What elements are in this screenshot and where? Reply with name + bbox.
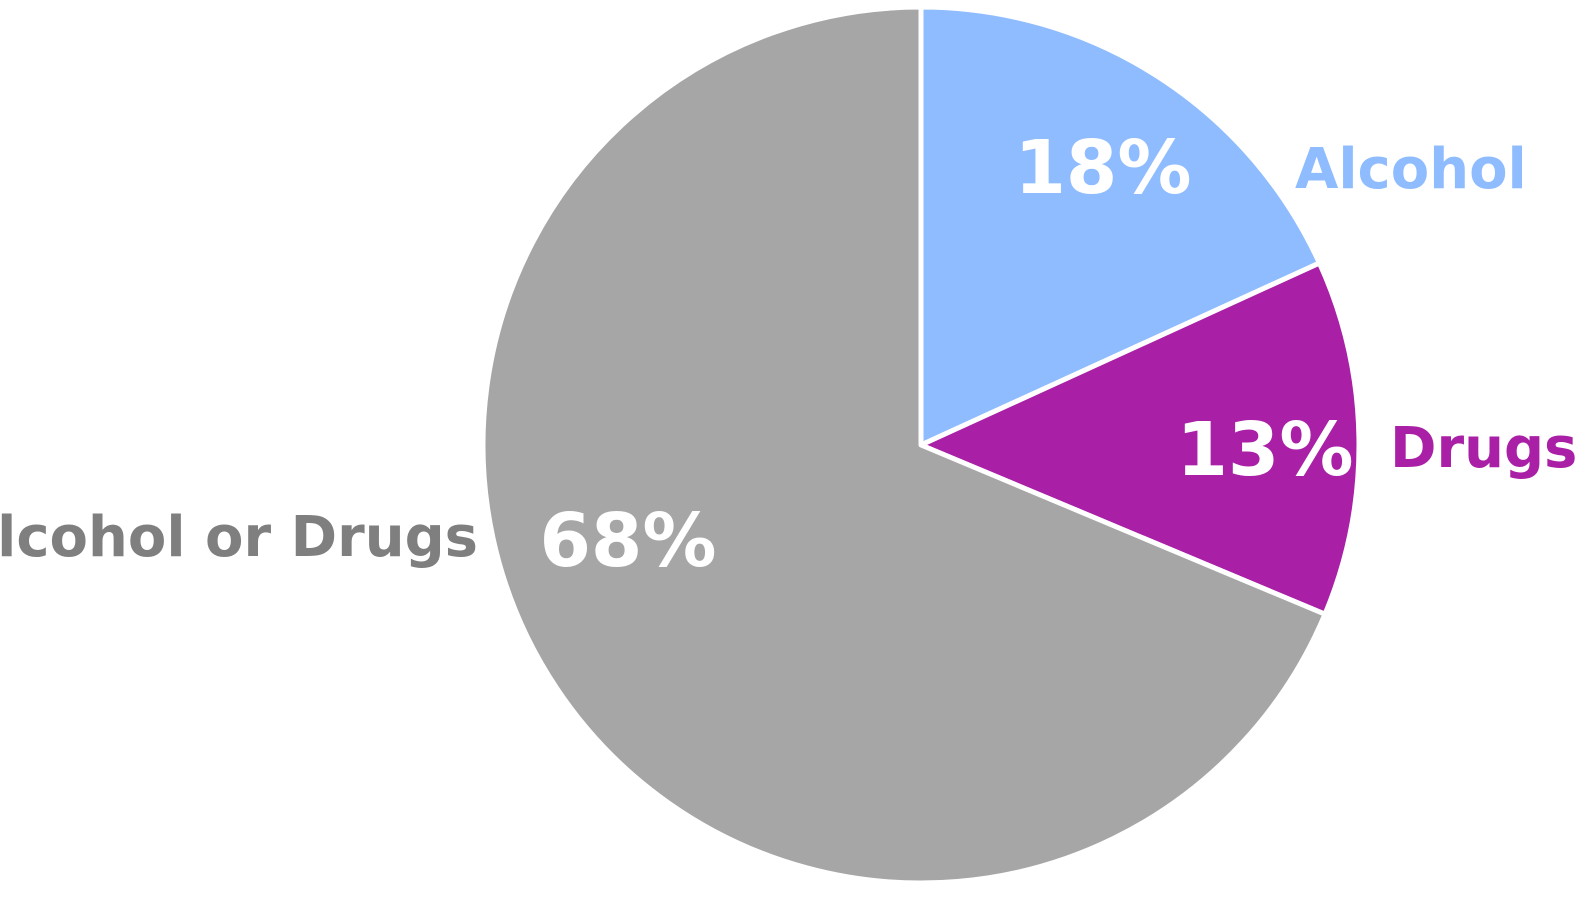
pie-slice-alcohol	[918, 4, 1322, 448]
slice-drugs-percent-label: 13%	[1176, 407, 1353, 493]
slice-alcohol-percent-label: 18%	[1014, 125, 1191, 211]
slice-drugs-category-label: Drugs	[1390, 416, 1577, 481]
pie-slice-no-alcohol-or-drugs	[480, 4, 1328, 886]
slice-alcohol-category-label: Alcohol	[1295, 137, 1527, 202]
slice-no-alcohol-or-drugs-percent-label: 68%	[539, 498, 716, 584]
slice-no-alcohol-or-drugs-category-label: No Alcohol or Drugs	[0, 505, 478, 570]
pie-labels: 18% 13% 68% Alcohol Drugs No Alcohol or …	[0, 125, 1577, 584]
pie-slices	[480, 4, 1362, 886]
pie-slice-drugs	[918, 260, 1362, 617]
